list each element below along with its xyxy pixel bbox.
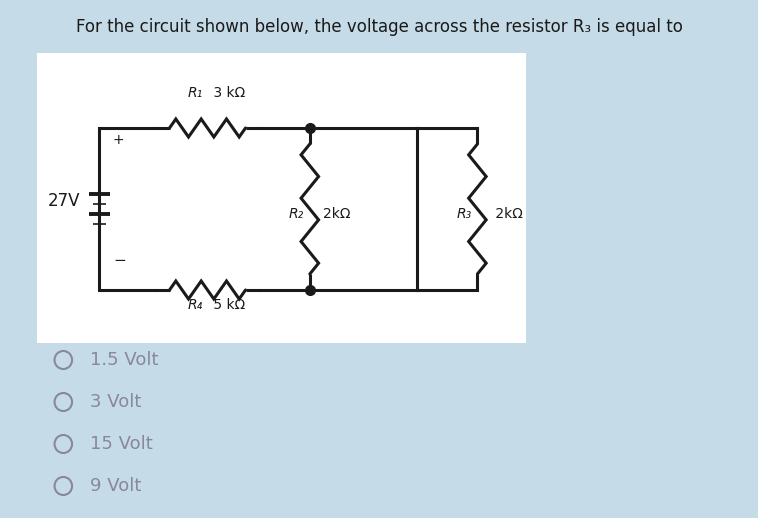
Text: +: + [113,133,124,147]
Text: 3 kΩ: 3 kΩ [209,86,246,100]
Text: 3 Volt: 3 Volt [89,393,141,411]
Text: 1.5 Volt: 1.5 Volt [89,351,158,369]
Text: R₃: R₃ [456,207,471,221]
Text: 15 Volt: 15 Volt [89,435,152,453]
Text: 2kΩ: 2kΩ [491,207,523,221]
Text: R₂: R₂ [289,207,304,221]
Text: 9 Volt: 9 Volt [89,477,141,495]
Bar [37,53,526,343]
Text: −: − [113,253,126,268]
Text: 27V: 27V [47,192,80,210]
Text: 2kΩ: 2kΩ [324,207,351,221]
Text: R₄: R₄ [187,298,202,312]
Text: For the circuit shown below, the voltage across the resistor R₃ is equal to: For the circuit shown below, the voltage… [76,18,682,36]
Text: R₁: R₁ [187,86,202,100]
Text: 5 kΩ: 5 kΩ [209,298,246,312]
